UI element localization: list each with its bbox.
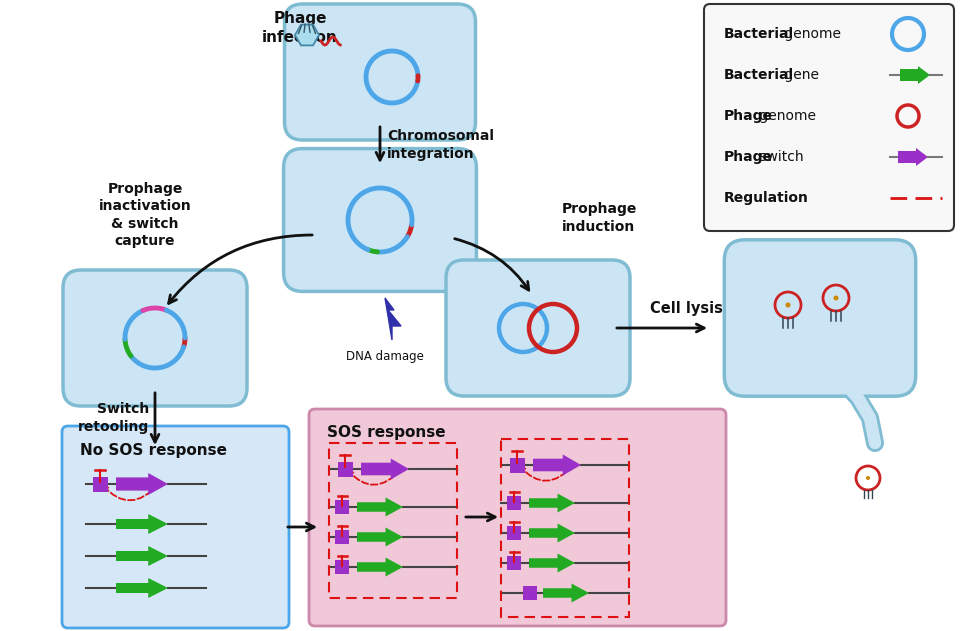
FancyArrow shape xyxy=(543,584,589,603)
Bar xyxy=(507,496,521,510)
Text: No SOS response: No SOS response xyxy=(80,442,227,457)
FancyArrow shape xyxy=(116,578,168,598)
Text: Prophage
induction: Prophage induction xyxy=(562,203,637,233)
Text: Prophage
inactivation
& switch
capture: Prophage inactivation & switch capture xyxy=(99,182,191,248)
Polygon shape xyxy=(385,298,401,340)
FancyArrow shape xyxy=(116,514,168,534)
Text: SOS response: SOS response xyxy=(327,425,445,440)
Bar xyxy=(338,461,352,476)
Bar xyxy=(92,476,108,492)
FancyArrow shape xyxy=(116,546,168,566)
Circle shape xyxy=(833,295,838,300)
FancyBboxPatch shape xyxy=(283,148,476,292)
Text: Switch
retooling: Switch retooling xyxy=(78,403,149,433)
FancyArrow shape xyxy=(357,528,403,546)
FancyArrow shape xyxy=(357,497,403,517)
Text: DNA damage: DNA damage xyxy=(346,350,424,363)
Circle shape xyxy=(866,476,870,480)
Bar xyxy=(507,526,521,540)
Text: Phage: Phage xyxy=(724,109,773,123)
Bar xyxy=(523,586,537,600)
FancyBboxPatch shape xyxy=(62,426,289,628)
Text: Phage: Phage xyxy=(724,150,773,164)
FancyArrow shape xyxy=(900,66,930,84)
FancyArrow shape xyxy=(361,459,409,480)
Text: Bacterial: Bacterial xyxy=(724,27,794,41)
Text: Bacterial: Bacterial xyxy=(724,68,794,82)
FancyArrow shape xyxy=(116,473,168,495)
Circle shape xyxy=(785,302,790,307)
FancyArrow shape xyxy=(533,454,581,476)
FancyBboxPatch shape xyxy=(704,4,954,231)
FancyBboxPatch shape xyxy=(724,240,916,396)
FancyArrow shape xyxy=(898,148,928,166)
FancyBboxPatch shape xyxy=(284,4,475,140)
Text: Phage
infection: Phage infection xyxy=(262,11,338,45)
FancyBboxPatch shape xyxy=(309,409,726,626)
FancyArrow shape xyxy=(529,524,575,543)
FancyArrow shape xyxy=(529,493,575,512)
Bar xyxy=(507,556,521,570)
Bar xyxy=(335,500,349,514)
FancyArrow shape xyxy=(529,553,575,572)
Bar xyxy=(335,530,349,544)
FancyBboxPatch shape xyxy=(446,260,630,396)
Text: Regulation: Regulation xyxy=(724,191,809,205)
FancyBboxPatch shape xyxy=(63,270,247,406)
Text: switch: switch xyxy=(755,150,804,164)
Text: genome: genome xyxy=(780,27,841,41)
Bar xyxy=(510,457,524,473)
Text: Chromosomal
integration: Chromosomal integration xyxy=(387,129,494,161)
Text: genome: genome xyxy=(755,109,816,123)
Text: gene: gene xyxy=(780,68,819,82)
FancyArrow shape xyxy=(357,558,403,577)
Bar xyxy=(335,560,349,574)
Text: Cell lysis: Cell lysis xyxy=(650,301,723,316)
